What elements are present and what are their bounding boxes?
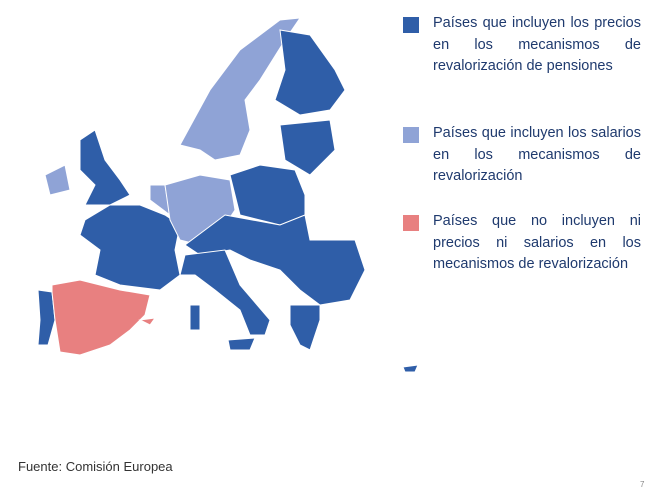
legend-swatch [403,17,419,33]
legend-swatch [403,127,419,143]
sicily [227,337,256,351]
scandinavia [179,17,302,161]
cyprus [402,364,419,373]
ireland [44,164,71,196]
legend-swatch [403,215,419,231]
baleares [138,317,157,326]
france [79,204,181,291]
legend-label: Países que incluyen los salarios en los … [433,125,641,184]
legend-label: Países que incluyen los precios en los m… [433,15,641,74]
italy [179,249,271,336]
legend-label: Países que no incluyen ni precios ni sal… [433,213,641,272]
greece [289,304,321,351]
spain [51,279,151,356]
uk [79,129,131,206]
baltics [279,119,336,176]
page-number: 7 [640,480,645,489]
sardinia [189,304,201,331]
poland [229,164,306,226]
finland [274,29,346,116]
source: Fuente: Comisión Europea [18,459,173,474]
